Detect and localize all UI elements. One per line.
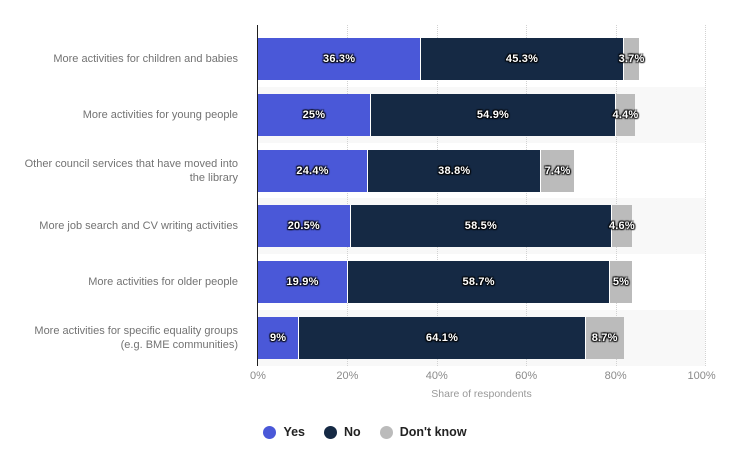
bar-segment-don-t-know[interactable]: 7.4%: [540, 149, 574, 192]
value-label: 24.4%: [296, 164, 329, 177]
bar-segment-yes[interactable]: 9%: [258, 317, 299, 360]
legend-item-yes[interactable]: Yes: [263, 425, 305, 439]
legend: Yes No Don't know: [0, 425, 730, 439]
legend-marker-icon: [263, 425, 277, 439]
value-label: 25%: [302, 108, 326, 121]
value-label: 9%: [269, 332, 287, 345]
bar-segment-no[interactable]: 58.7%: [346, 261, 610, 304]
legend-marker-icon: [379, 425, 393, 439]
bar-row: 19.9% 58.7% 5%: [258, 261, 705, 304]
x-tick-label: 0%: [250, 370, 266, 382]
category-axis: More activities for children and babies M…: [0, 25, 248, 366]
bar-segment-don-t-know[interactable]: 8.7%: [584, 317, 624, 360]
category-label: More job search and CV writing activitie…: [39, 220, 238, 233]
value-label: 58.5%: [464, 220, 497, 233]
bar-segment-no[interactable]: 58.5%: [349, 205, 612, 248]
value-label: 54.9%: [476, 108, 510, 121]
bar-segment-no[interactable]: 38.8%: [367, 149, 541, 192]
value-label: 58.7%: [462, 276, 495, 289]
legend-label: No: [344, 425, 361, 439]
value-label: 19.9%: [286, 276, 319, 289]
category-label: More activities for young people: [82, 108, 238, 121]
x-tick-label: 80%: [604, 370, 627, 382]
bar-row: 36.3% 45.3% 3.7%: [258, 37, 705, 80]
bar-row: 9% 64.1% 8.7%: [258, 317, 705, 360]
bar-segment-yes[interactable]: 36.3%: [258, 37, 421, 80]
value-label: 8.7%: [591, 332, 618, 345]
x-axis-ticks: 0% 20% 40% 60% 80% 100%: [250, 370, 716, 384]
category-label: Other council services that have moved i…: [24, 157, 238, 184]
x-tick-label: 40%: [425, 370, 448, 382]
legend-label: Don't know: [399, 425, 467, 439]
bar-segment-no[interactable]: 54.9%: [369, 93, 616, 136]
plot-area: 36.3% 45.3% 3.7% 25% 54.9% 4.4% 24.4% 38.8% 7.4%…: [257, 25, 706, 366]
legend-label: Yes: [283, 425, 306, 439]
value-label: 45.3%: [505, 52, 539, 65]
x-tick-label: 20%: [336, 370, 359, 382]
bar-segment-yes[interactable]: 24.4%: [258, 149, 368, 192]
legend-marker-icon: [324, 425, 338, 439]
category-label: More activities for children and babies: [53, 52, 238, 65]
bar-segment-yes[interactable]: 19.9%: [258, 261, 347, 304]
gridline: [615, 25, 617, 366]
x-tick-label: 100%: [687, 370, 716, 382]
bar-row: 20.5% 58.5% 4.6%: [258, 205, 705, 248]
y-axis-line: [257, 25, 258, 366]
bar-row: 24.4% 38.8% 7.4%: [258, 149, 705, 192]
bar-segment-yes[interactable]: 25%: [258, 93, 370, 136]
value-label: 7.4%: [544, 164, 571, 177]
bar-row: 25% 54.9% 4.4%: [258, 93, 705, 136]
x-tick-label: 60%: [515, 370, 538, 382]
bar-segment-don-t-know[interactable]: 5%: [609, 261, 632, 304]
category-label: More activities for older people: [88, 276, 238, 289]
gridline: [347, 25, 349, 366]
bar-segment-no[interactable]: 45.3%: [420, 37, 623, 80]
gridline: [526, 25, 528, 366]
legend-item-no[interactable]: No: [324, 425, 361, 439]
bar-segment-no[interactable]: 64.1%: [298, 317, 585, 360]
bar-segment-yes[interactable]: 20.5%: [258, 205, 350, 248]
gridline: [705, 25, 706, 366]
value-label: 3.7%: [618, 52, 645, 65]
value-label: 64.1%: [425, 332, 459, 345]
category-label: More activities for specific equality gr…: [34, 324, 238, 352]
value-label: 20.5%: [287, 220, 320, 233]
bar-segment-don-t-know[interactable]: 4.6%: [608, 205, 635, 248]
bar-segment-don-t-know[interactable]: 4.4%: [613, 93, 638, 136]
value-label: 4.4%: [612, 108, 639, 121]
value-label: 5%: [612, 276, 630, 289]
gridline: [436, 25, 438, 366]
x-axis-title: Share of respondents: [431, 388, 532, 400]
legend-item-don-t-know[interactable]: Don't know: [379, 425, 467, 439]
value-label: 38.8%: [438, 164, 471, 177]
value-label: 36.3%: [323, 52, 356, 65]
value-label: 4.6%: [608, 220, 635, 233]
bar-segment-don-t-know[interactable]: 3.7%: [619, 37, 644, 80]
